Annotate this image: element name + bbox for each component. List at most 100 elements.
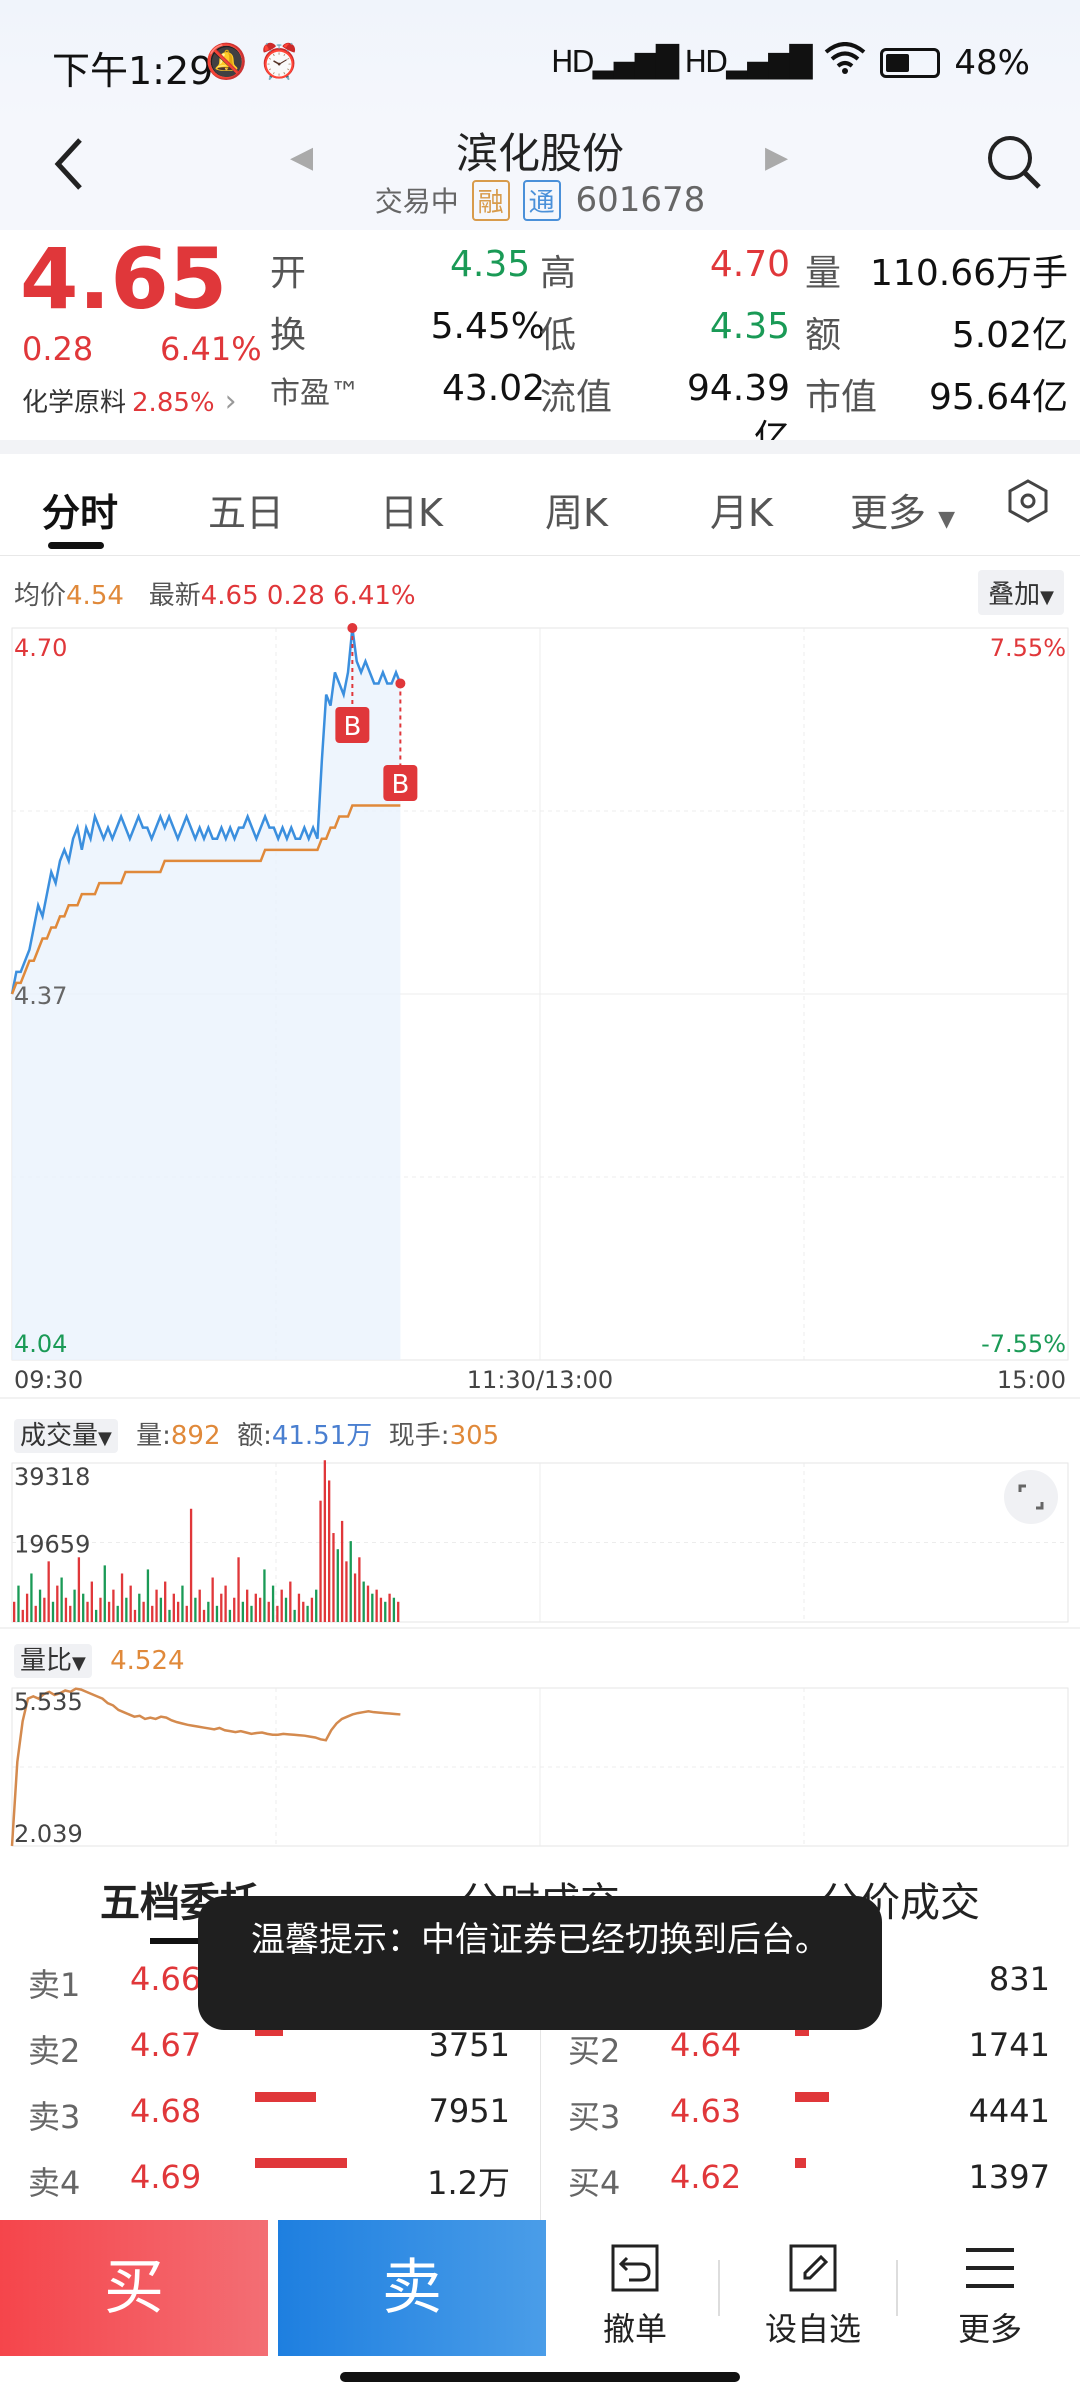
tab-weekly-k[interactable]: 周K [545, 491, 608, 535]
volume-bar [21, 1609, 24, 1622]
vol-label: 量: [136, 1421, 171, 1451]
add-watchlist-button[interactable]: 设自选 [728, 2220, 898, 2356]
volume-bar [211, 1577, 214, 1622]
buy-button[interactable]: 买 [0, 2220, 268, 2356]
volume-bar [349, 1541, 352, 1622]
y-pct-label: -7.55% [981, 1330, 1066, 1358]
volume-bar [302, 1601, 305, 1622]
volume-bar [30, 1573, 33, 1622]
buy-level-bar [795, 2092, 829, 2102]
volume-legend: 成交量▼ 量:892 额:41.51万 现手:305 [14, 1415, 499, 1453]
cancel-order-button[interactable]: 撤单 [550, 2220, 720, 2356]
sell-level-row[interactable]: 卖3 4.68 7951 [0, 2092, 540, 2152]
volume-bar [25, 1593, 29, 1622]
y-pct-label: 7.55% [990, 634, 1066, 662]
mcap-label: 市值 [805, 377, 878, 418]
caret-down-icon: ▼ [72, 1653, 86, 1674]
volume-bar [120, 1573, 124, 1622]
sell-level-price: 4.69 [130, 2158, 202, 2196]
volume-bar [220, 1593, 223, 1622]
buy-level-price: 4.63 [670, 2092, 742, 2130]
back-arrow-icon[interactable] [50, 132, 90, 211]
x-tick-label: 11:30/13:00 [467, 1366, 613, 1394]
sell-level-row[interactable]: 卖2 4.67 3751 [0, 2026, 540, 2086]
sector-link[interactable]: 化学原料 2.85% › [22, 382, 237, 419]
volume-bar [107, 1601, 111, 1622]
sell-level-row[interactable]: 卖4 4.69 1.2万 [0, 2158, 540, 2218]
battery-icon [880, 47, 941, 78]
search-icon[interactable] [984, 132, 1044, 192]
volume-indicator-dropdown[interactable]: 成交量▼ [14, 1419, 118, 1453]
tab-intraday[interactable]: 分时 [42, 491, 119, 535]
buy-level-label: 买2 [568, 2032, 621, 2070]
marker-dot [347, 623, 358, 633]
volume-bar [43, 1597, 46, 1622]
ratio-indicator-dropdown[interactable]: 量比▼ [14, 1644, 92, 1678]
sector-pct: 2.85% [132, 388, 215, 418]
ratio-value: 4.524 [110, 1646, 185, 1676]
volume-bar [375, 1589, 378, 1622]
pe-label: 市盈™ [270, 376, 360, 411]
volume-bar [34, 1605, 37, 1622]
volume-value: 110.66万手 [870, 253, 1068, 294]
prev-stock-icon[interactable]: ◀ [290, 140, 314, 175]
buy-level-row[interactable]: 831 [540, 1960, 1080, 2020]
x-tick-label: 15:00 [997, 1366, 1066, 1394]
volume-bar [297, 1593, 301, 1622]
volume-bar [112, 1589, 115, 1622]
status-bar: 下午1:29 🔕 ⏰ HD▂▄▆█ HD▂▄▆█ 48% [0, 0, 1080, 120]
volume-bar [73, 1589, 76, 1622]
sell-level-row[interactable]: 卖1 4.66 [0, 1960, 540, 2020]
tab-more[interactable]: 更多 ▼ [850, 482, 955, 537]
y-tick-label: 4.37 [14, 982, 67, 1010]
buy-level-volume: 1397 [968, 2158, 1050, 2196]
volume-bar [237, 1557, 240, 1622]
volume-bar [151, 1605, 154, 1622]
volume-bar [64, 1597, 68, 1622]
settings-hexagon-icon[interactable] [1005, 478, 1051, 533]
connect-tag: 通 [522, 180, 561, 221]
buy-level-volume: 4441 [968, 2092, 1050, 2130]
tab-daily-k[interactable]: 日K [380, 491, 443, 535]
overlay-dropdown[interactable]: 叠加▼ [978, 570, 1064, 615]
sell-level-label: 卖2 [28, 2032, 81, 2070]
active-tab-indicator [48, 542, 104, 549]
buy-marker-label: B [391, 770, 409, 800]
volume-tick-label: 19659 [14, 1531, 90, 1559]
price-chart: BB 4.70 4.37 4.04 7.55% -7.55% 09:30 11:30/13:0… [10, 623, 1066, 1394]
volume-ratio-chart: 5.535 2.039 [10, 1687, 401, 1848]
buy-level-row[interactable]: 买2 4.64 1741 [540, 2026, 1080, 2086]
buy-marker-label: B [343, 712, 361, 742]
tab-five-day[interactable]: 五日 [208, 491, 285, 535]
volume-bar [397, 1601, 400, 1622]
volume-bar [353, 1573, 357, 1622]
amt-label: 额: [237, 1421, 272, 1451]
sell-button[interactable]: 卖 [278, 2220, 546, 2356]
ratio-line [10, 1687, 401, 1847]
volume-bar [60, 1577, 63, 1622]
volume-bar [198, 1589, 201, 1622]
status-right: HD▂▄▆█ HD▂▄▆█ 48% [551, 42, 1030, 83]
expand-icon[interactable] [1004, 1470, 1058, 1524]
open-label: 开 [270, 253, 307, 294]
sector-name: 化学原料 [22, 388, 127, 418]
next-stock-icon[interactable]: ▶ [765, 140, 789, 175]
marker-dot [395, 678, 406, 689]
status-time: 下午1:29 [52, 49, 214, 93]
current-price: 4.65 [20, 230, 228, 328]
more-button[interactable]: 更多 [905, 2220, 1075, 2356]
volume-bar [94, 1609, 98, 1622]
avg-label: 均价 [14, 581, 67, 611]
volume-bar [306, 1605, 309, 1622]
buy-level-row[interactable]: 买3 4.63 4441 [540, 2092, 1080, 2152]
tab-monthly-k[interactable]: 月K [710, 491, 773, 535]
buy-level-row[interactable]: 买4 4.62 1397 [540, 2158, 1080, 2218]
volume-bar [250, 1605, 253, 1622]
home-indicator [340, 2372, 740, 2382]
volume-bar [340, 1520, 344, 1622]
sell-level-label: 卖1 [28, 1966, 81, 2004]
volume-bar [254, 1593, 257, 1622]
volume-bar [246, 1589, 249, 1622]
bottom-action-bar: 买 卖 撤单 设自选 更多 [0, 2220, 1080, 2360]
volume-bar [13, 1601, 16, 1622]
